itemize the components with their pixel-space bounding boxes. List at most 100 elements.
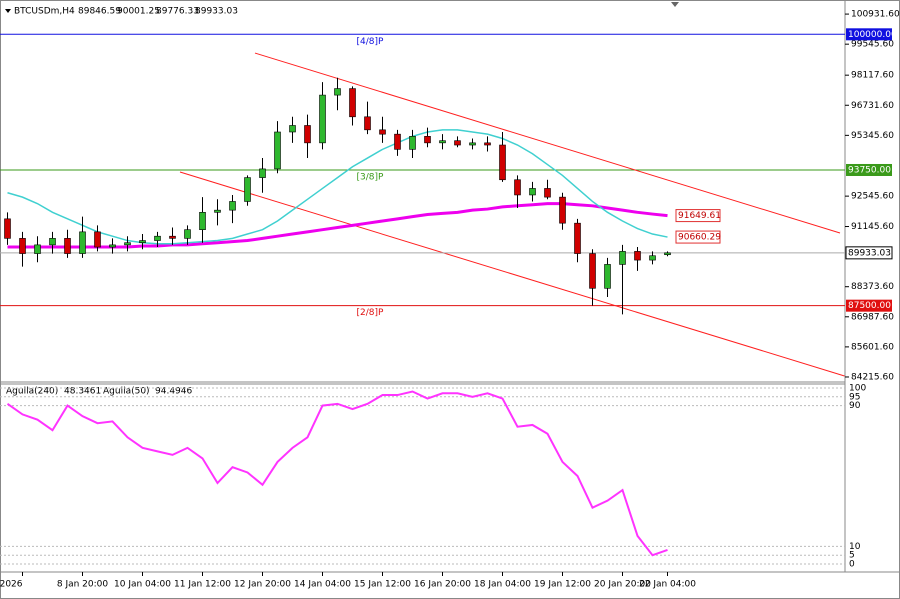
level-label: [4/8]P: [357, 37, 385, 47]
x-tick-label: 20 Jan 20:00: [594, 580, 651, 590]
y-tick-label: 95345.60: [851, 131, 894, 141]
y-tick-label: 92545.60: [851, 192, 894, 202]
candle-body: [589, 253, 596, 289]
candle-body: [499, 144, 506, 181]
candle-body: [64, 238, 71, 254]
candle-body: [184, 229, 191, 239]
price-value: 89933.03: [848, 248, 891, 258]
x-tick-label: 8 Jan 20:00: [57, 580, 109, 590]
y-tick-label: 88373.60: [851, 282, 894, 292]
candle-body: [34, 244, 41, 254]
x-tick-label: 19 Jan 12:00: [534, 580, 591, 590]
x-tick-label: 12 Jan 20:00: [234, 580, 291, 590]
x-tick-label: 22 Jan 04:00: [639, 580, 696, 590]
candle-body: [124, 242, 131, 246]
indicator-value: 94.4946: [155, 387, 192, 397]
y-tick-label: 95: [849, 392, 860, 402]
symbol: BTCUSDm,H4: [14, 7, 75, 17]
candle-body: [469, 142, 476, 146]
x-tick-label: 14 Jan 04:00: [294, 580, 351, 590]
header-close: 89933.03: [195, 7, 238, 17]
shift-marker: [671, 2, 679, 7]
candle-body: [424, 136, 431, 144]
candle-body: [574, 222, 581, 254]
candle-body: [199, 212, 206, 230]
candle-body: [4, 218, 11, 239]
indicator-name: Aguila(240): [6, 387, 58, 397]
candle-body: [259, 168, 266, 178]
x-tick-label: 18 Jan 04:00: [474, 580, 531, 590]
candle-body: [364, 116, 371, 131]
header-low: 89776.33: [156, 7, 199, 17]
y-tick-label: 100931.60: [851, 10, 900, 20]
level-label: [2/8]P: [357, 308, 385, 318]
candle-body: [634, 251, 641, 261]
candle-body: [484, 142, 491, 146]
x-tick-label: 11 Jan 12:00: [174, 580, 231, 590]
level-label: [3/8]P: [357, 172, 385, 182]
y-tick-label: 5: [849, 551, 855, 561]
y-tick-label: 84215.60: [851, 372, 894, 382]
candle-body: [289, 125, 296, 133]
level-value: 87500.00: [848, 301, 891, 311]
channel-line: [179, 171, 845, 377]
candle-body: [49, 238, 56, 246]
level-tag: [846, 28, 892, 41]
candle-body: [394, 133, 401, 150]
candle-body: [244, 177, 251, 202]
ma-value: 91649.61: [678, 211, 721, 221]
candle-body: [109, 244, 116, 248]
level-value: 100000.00: [848, 30, 897, 40]
header-open: 89846.59: [78, 7, 121, 17]
y-tick-label: 90: [849, 401, 861, 411]
channel-line: [254, 52, 841, 234]
candle-body: [79, 231, 86, 254]
candle-body: [19, 238, 26, 254]
level-tag: [846, 163, 892, 176]
ma-tag: [675, 230, 721, 244]
candle-body: [409, 136, 416, 150]
candle-body: [514, 179, 521, 196]
candle-body: [274, 131, 281, 170]
candle-body: [379, 129, 386, 135]
y-tick-label: 98117.60: [851, 71, 894, 81]
ma-value: 90660.29: [678, 233, 721, 243]
y-tick-label: 100: [849, 384, 866, 394]
indicator-value: 48.3461: [64, 387, 101, 397]
x-tick-label: 15 Jan 12:00: [354, 580, 411, 590]
y-tick-label: 86987.60: [851, 312, 894, 322]
candle-body: [529, 188, 536, 196]
moving-average: [7, 129, 668, 245]
candle-body: [319, 94, 326, 144]
indicator-line: [6, 390, 668, 557]
header-high: 90001.25: [117, 7, 160, 17]
candle-body: [604, 264, 611, 289]
candle-body: [544, 188, 551, 198]
candle-body: [229, 201, 236, 211]
y-tick-label: 10: [849, 542, 861, 552]
y-tick-label: 91145.60: [851, 222, 894, 232]
level-value: 93750.00: [848, 165, 891, 175]
candle-body: [349, 88, 356, 118]
candle-body: [169, 235, 176, 239]
y-tick-label: 85601.60: [851, 342, 894, 352]
candle-body: [154, 235, 161, 241]
price-panel: [4/8]P [3/8]P [2/8]P: [0, 33, 845, 377]
candle-body: [94, 231, 101, 248]
candle-body: [454, 140, 461, 146]
candle-body: [559, 196, 566, 224]
price-tag: [845, 246, 893, 260]
candle-body: [304, 125, 311, 144]
candle-body: [439, 140, 446, 144]
candle-body: [139, 240, 146, 244]
candle-body: [664, 252, 671, 256]
candle-body: [214, 209, 221, 213]
y-tick-label: 96731.60: [851, 101, 894, 111]
x-tick-label: 10 Jan 04:00: [114, 580, 171, 590]
x-tick-label: 16 Jan 20:00: [414, 580, 471, 590]
indicator-name: Aguila(50): [103, 387, 150, 397]
level-tag: [846, 299, 892, 312]
candle-body: [334, 88, 341, 96]
